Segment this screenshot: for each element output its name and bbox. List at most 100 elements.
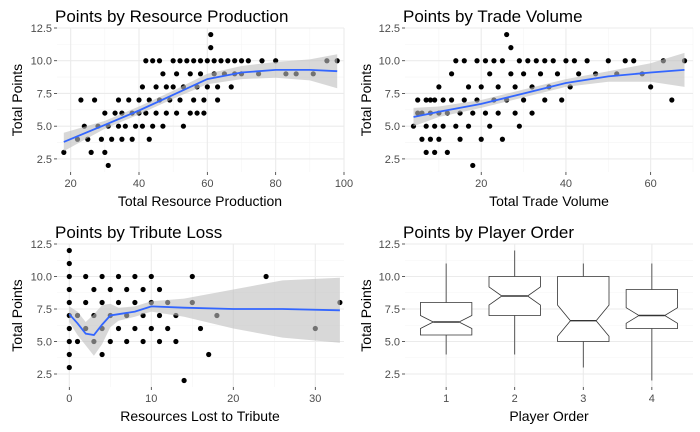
data-point (115, 97, 122, 103)
data-point (470, 162, 476, 169)
box-group (420, 263, 473, 355)
data-point (631, 58, 637, 64)
data-point (132, 273, 138, 280)
data-point (160, 71, 166, 77)
data-point (197, 325, 204, 332)
data-point (499, 58, 506, 64)
data-point (584, 58, 590, 64)
data-point (214, 97, 221, 103)
y-tick-label: 7.5 (37, 304, 52, 316)
data-point (495, 110, 501, 116)
data-point (66, 286, 72, 293)
data-point (204, 84, 210, 90)
data-point (432, 123, 438, 129)
y-tick-label: 12.5 (379, 23, 400, 35)
box-group (625, 263, 678, 381)
data-point (542, 97, 548, 103)
data-point (495, 84, 501, 90)
data-point (129, 136, 135, 142)
data-point (533, 58, 539, 64)
panel-background (57, 28, 344, 172)
data-point (537, 71, 544, 77)
y-tick-label: 5.0 (385, 337, 400, 349)
data-point (122, 123, 128, 129)
data-point (160, 123, 166, 129)
data-point (132, 299, 138, 306)
data-point (140, 286, 146, 293)
data-point (504, 31, 510, 38)
y-axis-label: Total Points (358, 279, 374, 351)
data-point (119, 136, 125, 142)
data-point (115, 299, 122, 306)
data-point (177, 97, 183, 103)
data-point (156, 312, 163, 319)
data-point (173, 110, 180, 116)
x-tick-label: 2 (512, 393, 518, 405)
panel-title: Points by Tribute Loss (55, 223, 222, 242)
data-point (478, 84, 484, 90)
data-point (180, 123, 187, 129)
data-point (66, 247, 72, 254)
smooth-line (413, 69, 685, 118)
x-tick-label: 20 (227, 393, 239, 405)
data-point (98, 136, 105, 142)
y-tick-label: 5.0 (37, 337, 52, 349)
x-tick-label: 20 (65, 178, 77, 190)
data-point (461, 58, 467, 64)
data-point (163, 110, 169, 116)
data-point (170, 84, 176, 90)
data-point (259, 58, 265, 64)
data-point (107, 286, 113, 293)
data-point (197, 71, 204, 77)
y-tick-label: 7.5 (385, 88, 400, 100)
data-point (91, 286, 97, 293)
data-point (150, 123, 156, 129)
data-point (423, 149, 429, 155)
x-tick-label: 10 (145, 393, 157, 405)
data-point (482, 58, 489, 64)
data-point (177, 58, 183, 64)
data-point (99, 273, 105, 280)
data-point (102, 149, 108, 155)
data-point (206, 351, 212, 358)
data-point (238, 58, 245, 64)
panel-title: Points by Player Order (403, 223, 574, 242)
data-point (225, 58, 231, 64)
data-point (491, 58, 497, 64)
data-point (512, 84, 518, 90)
y-axis-label: Total Points (9, 64, 25, 136)
box-group (557, 263, 610, 368)
data-point (529, 110, 535, 116)
y-axis-label: Total Points (358, 64, 374, 136)
y-tick-label: 10.0 (379, 56, 400, 68)
data-point (124, 286, 130, 293)
x-tick-label: 3 (580, 393, 586, 405)
data-point (191, 58, 197, 64)
data-point (66, 260, 72, 267)
data-point (457, 136, 463, 142)
data-point (197, 58, 204, 64)
data-point (669, 97, 675, 103)
data-point (170, 58, 176, 64)
data-point (487, 71, 493, 77)
data-point (448, 97, 455, 103)
data-point (520, 97, 527, 103)
data-point (83, 273, 89, 280)
data-point (115, 273, 122, 280)
data-point (143, 58, 149, 64)
data-point (105, 162, 111, 169)
x-axis-label: Total Resource Production (118, 193, 282, 209)
data-point (132, 325, 138, 332)
y-tick-label: 7.5 (37, 88, 52, 100)
x-axis-label: Resources Lost to Tribute (120, 408, 280, 424)
x-tick-label: 40 (560, 178, 572, 190)
data-point (436, 136, 442, 142)
x-tick-label: 20 (475, 178, 487, 190)
x-tick-label: 80 (270, 178, 282, 190)
data-point (191, 97, 197, 103)
data-point (156, 338, 163, 345)
data-point (181, 377, 187, 384)
panel-title: Points by Resource Production (55, 7, 288, 26)
x-tick-label: 40 (133, 178, 145, 190)
